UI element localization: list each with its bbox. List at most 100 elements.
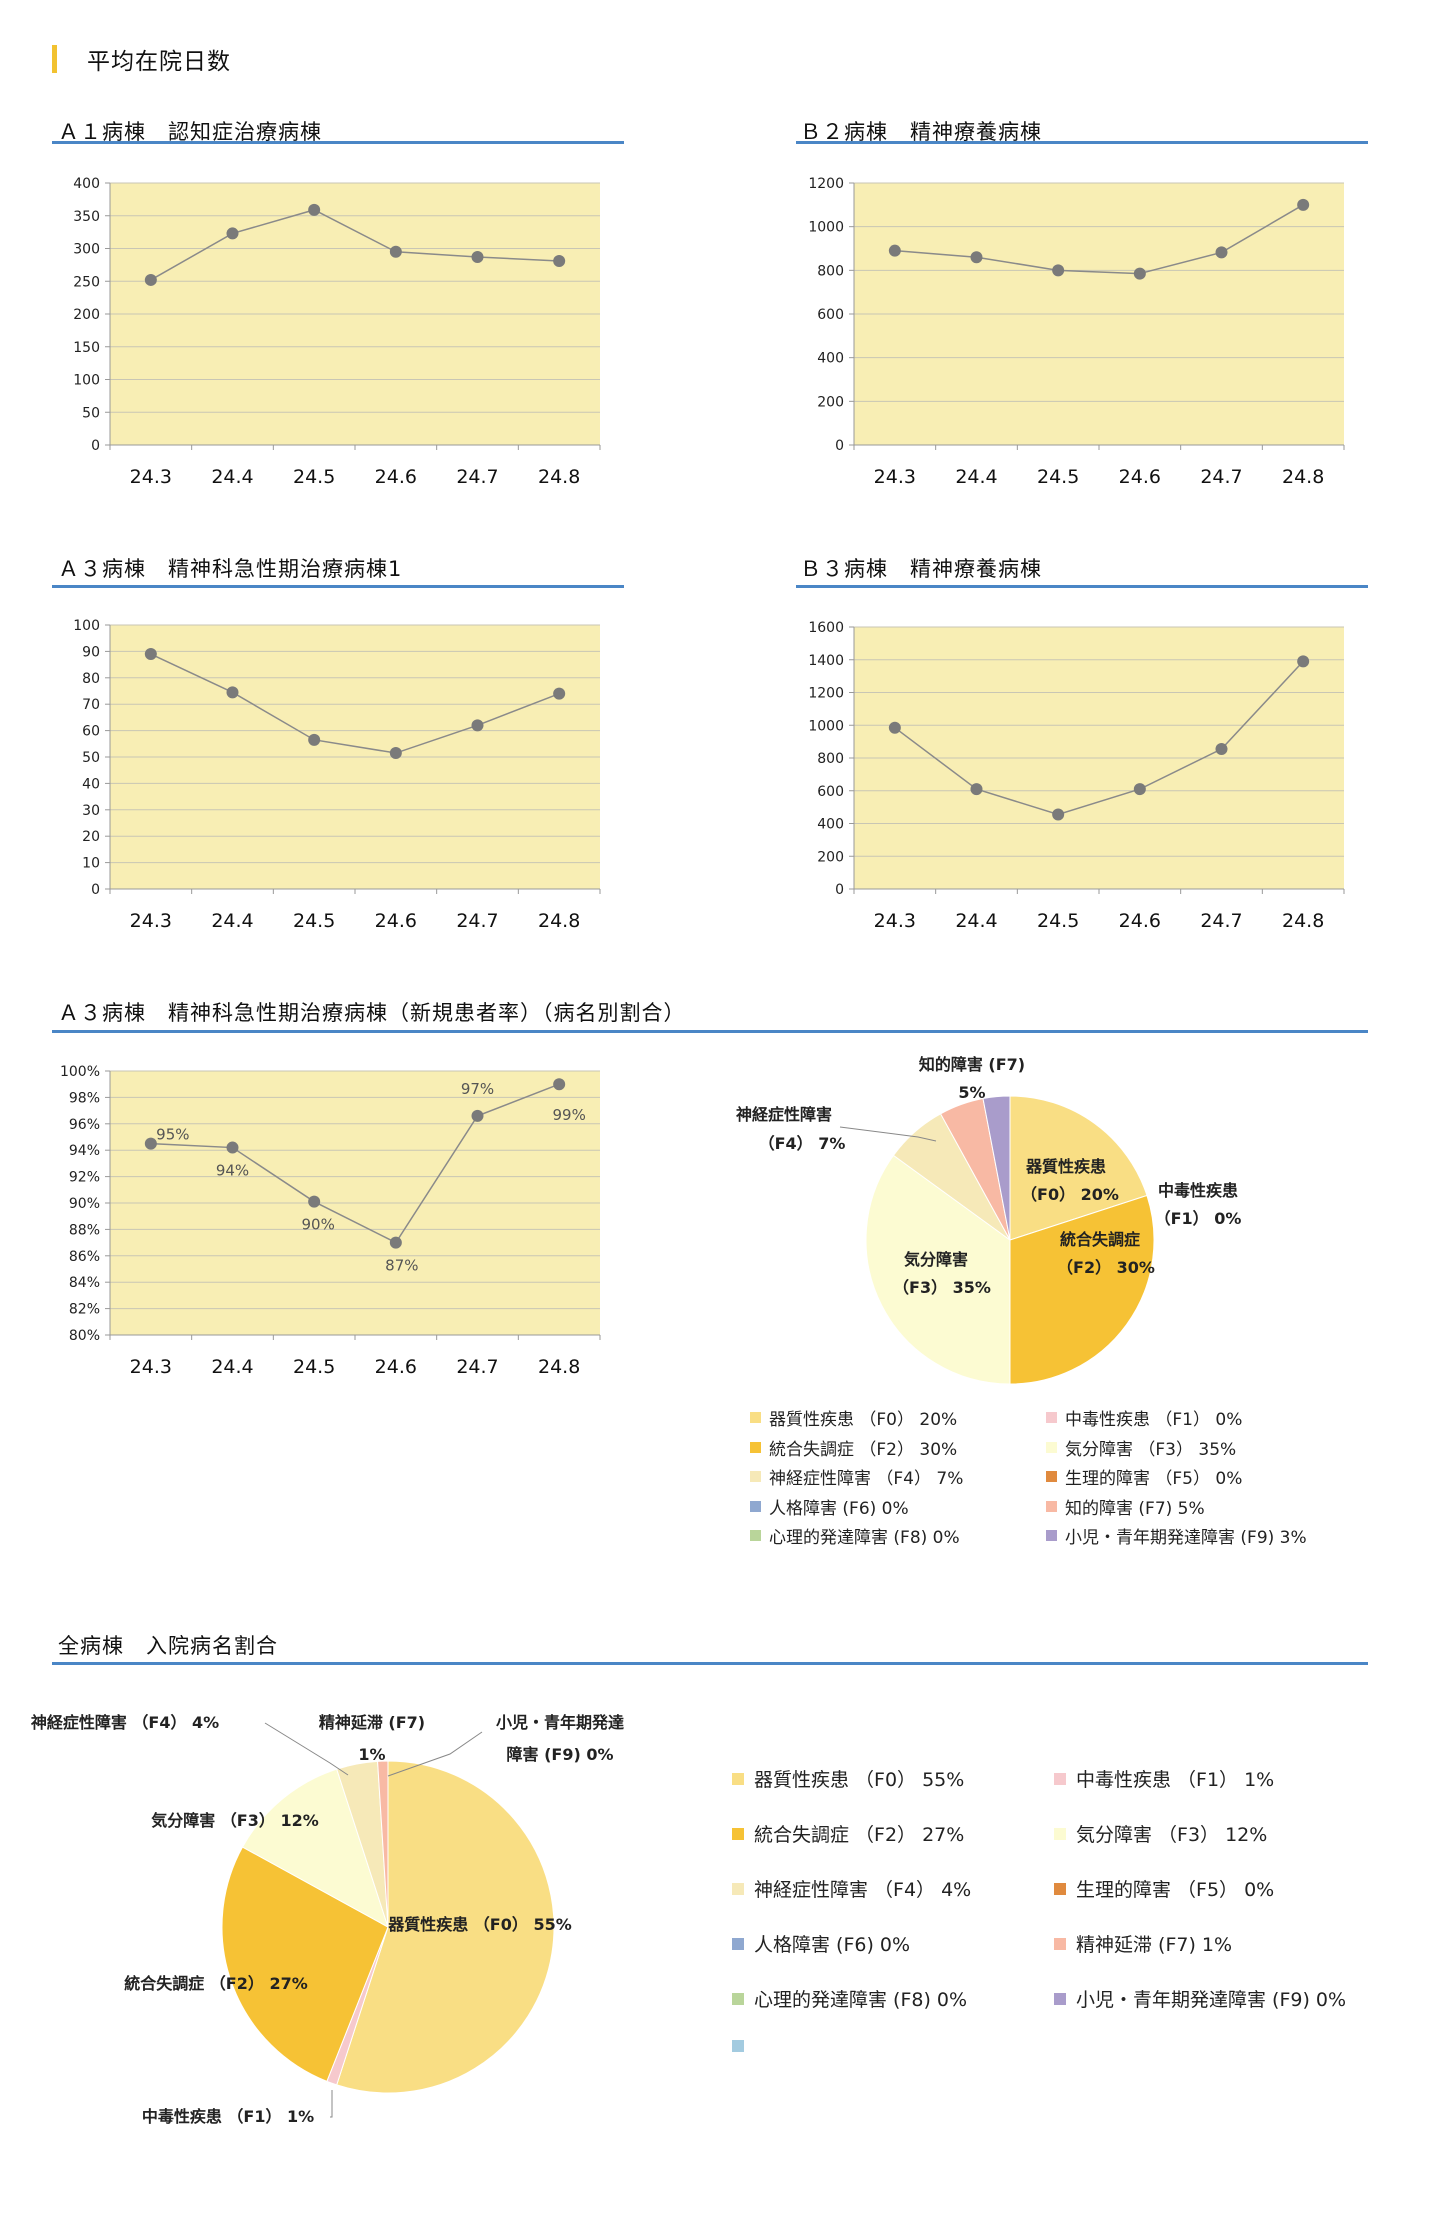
legend-swatch — [750, 1412, 761, 1423]
x-tick-label: 24.5 — [1037, 910, 1079, 932]
legend-item-f3: 気分障害 （F3） 12% — [1054, 1820, 1267, 1847]
series-line — [150, 1083, 560, 1244]
y-tick-label: 800 — [817, 263, 844, 279]
data-point — [553, 1078, 566, 1091]
data-point — [1297, 655, 1310, 668]
data-point — [471, 719, 484, 732]
x-tick-label: 24.8 — [538, 1356, 580, 1378]
y-tick-label: 200 — [817, 394, 844, 410]
legend-swatch — [1054, 1772, 1066, 1785]
y-tick-label: 100% — [60, 1064, 100, 1080]
data-point — [1052, 264, 1065, 277]
legend-item-f3: 気分障害 （F3） 35% — [1046, 1435, 1236, 1460]
x-tick-label: 24.7 — [1200, 910, 1242, 932]
x-tick-label: 24.6 — [1119, 466, 1161, 488]
pie-label: 統合失調症 （F2） 27% — [124, 1974, 308, 1993]
legend-label: 知的障害 (F7) 5% — [1065, 1498, 1205, 1519]
pie-label: 知的障害 (F7) — [919, 1055, 1025, 1074]
y-tick-label: 82% — [69, 1302, 100, 1318]
y-tick-label: 0 — [835, 438, 844, 454]
x-tick-label: 24.6 — [375, 910, 417, 932]
y-tick-label: 80 — [82, 671, 100, 687]
y-tick-label: 200 — [817, 849, 844, 865]
x-tick-label: 24.5 — [1037, 466, 1079, 488]
line-chart-b3: 0 200 400 600 800 1000 1200 1400 1600 24.3 24.4 24.… — [808, 620, 1345, 932]
chart-title-b3: Ｂ３病棟 精神療養病棟 — [800, 557, 1042, 581]
y-tick-label: 96% — [69, 1117, 100, 1133]
legend-item-f5: 生理的障害 （F5） 0% — [1054, 1875, 1274, 1902]
x-tick-label: 24.4 — [211, 910, 253, 932]
data-point — [308, 733, 321, 746]
x-tick-label: 24.3 — [130, 1356, 172, 1378]
data-point — [888, 244, 901, 257]
data-point — [226, 686, 239, 699]
leader-line — [387, 1731, 483, 1777]
pie-label: 5% — [958, 1083, 985, 1102]
pie-label: 気分障害 （F3） 12% — [151, 1811, 319, 1830]
legend-item-f0: 器質性疾患 （F0） 20% — [750, 1405, 957, 1430]
data-point — [1052, 808, 1065, 821]
section-line — [52, 141, 624, 144]
legend-label: 小児・青年期発達障害 (F9) 0% — [1076, 1989, 1347, 2011]
legend-swatch — [732, 1827, 744, 1840]
leader-line — [264, 1722, 349, 1776]
legend-swatch — [1054, 1937, 1066, 1950]
legend-label: 心理的発達障害 (F8) 0% — [754, 1989, 968, 2011]
section-line — [52, 1030, 1368, 1033]
x-tick-label: 24.5 — [293, 1356, 335, 1378]
y-tick-label: 600 — [817, 307, 844, 323]
y-tick-label: 400 — [73, 176, 100, 192]
x-tick-label: 24.7 — [456, 1356, 498, 1378]
data-point — [389, 747, 402, 760]
pie-label: 神経症性障害 — [736, 1105, 832, 1124]
legend-item-f7: 知的障害 (F7) 5% — [1046, 1494, 1205, 1519]
line-chart-a3: 0 10 20 30 40 50 60 70 80 90 100 24.3 24.4 24.5 24.6 24… — [73, 618, 601, 932]
y-tick-label: 92% — [69, 1170, 100, 1186]
pie-label: （F1） 0% — [1155, 1209, 1242, 1228]
legend-label: 統合失調症 （F2） 30% — [769, 1439, 958, 1460]
pie-slice-f0 — [1009, 1095, 1148, 1241]
legend-label: 生理的障害 （F5） 0% — [1065, 1469, 1243, 1489]
x-tick-label: 24.8 — [1282, 910, 1324, 932]
legend-label: 器質性疾患 （F0） 55% — [754, 1769, 965, 1791]
y-tick-label: 350 — [73, 209, 100, 225]
pie-label: 中毒性疾患 — [1158, 1181, 1238, 1200]
x-tick-label: 24.7 — [456, 910, 498, 932]
pie-label: 障害 (F9) 0% — [507, 1745, 614, 1764]
data-point — [888, 721, 901, 734]
data-point — [144, 273, 157, 286]
section-line — [796, 585, 1368, 588]
chart-title-a3: Ａ３病棟 精神科急性期治療病棟1 — [58, 557, 403, 581]
legend-label: 人格障害 (F6) 0% — [769, 1498, 909, 1519]
chart-title-b2: Ｂ２病棟 精神療養病棟 — [800, 120, 1042, 144]
y-tick-label: 1200 — [808, 176, 844, 192]
pie-slice-f7 — [377, 1760, 389, 1928]
y-tick-label: 50 — [82, 405, 100, 421]
y-tick-label: 60 — [82, 724, 100, 740]
pie-slice-f2 — [1009, 1194, 1155, 1385]
pie-label: 統合失調症 — [1060, 1230, 1140, 1249]
pie-label: 神経症性障害 （F4） 4% — [31, 1713, 219, 1732]
legend-item-f5: 生理的障害 （F5） 0% — [1046, 1464, 1242, 1489]
leader-line — [330, 2090, 333, 2118]
y-tick-label: 1600 — [808, 620, 844, 636]
pie-label: 1% — [358, 1745, 385, 1764]
legend-label: 気分障害 （F3） 12% — [1076, 1824, 1268, 1846]
x-tick-label: 24.3 — [130, 466, 172, 488]
data-label: 99% — [552, 1106, 585, 1124]
legend-item-f2: 統合失調症 （F2） 27% — [732, 1820, 964, 1847]
legend-swatch — [750, 1500, 761, 1512]
legend-item-f7: 精神延滞 (F7) 1% — [1054, 1930, 1232, 1957]
y-tick-label: 300 — [73, 242, 100, 258]
legend-swatch — [732, 1992, 744, 2005]
data-point — [471, 1109, 484, 1122]
data-point — [970, 783, 983, 796]
legend-label: 人格障害 (F6) 0% — [754, 1934, 911, 1956]
legend-item-f1: 中毒性疾患 （F1） 1% — [1054, 1765, 1274, 1792]
y-tick-label: 80% — [69, 1328, 100, 1344]
data-label: 90% — [301, 1216, 334, 1234]
pie-label: 小児・青年期発達 — [496, 1713, 624, 1732]
section-line — [796, 141, 1368, 144]
y-tick-label: 100 — [73, 373, 100, 389]
y-tick-label: 1200 — [808, 686, 844, 702]
